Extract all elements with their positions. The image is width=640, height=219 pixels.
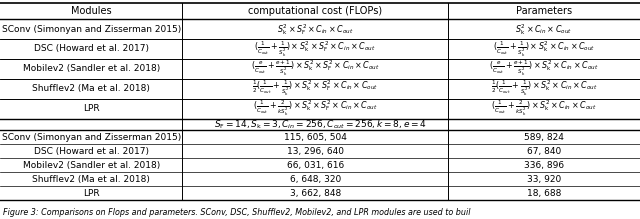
Text: DSC (Howard et al. 2017): DSC (Howard et al. 2017): [34, 147, 148, 156]
Text: SConv (Simonyan and Zisserman 2015): SConv (Simonyan and Zisserman 2015): [1, 25, 181, 34]
Text: $(\frac{1}{C_{out}} + \frac{1}{S_{\mathrm{k}}^2}) \times S_{\mathrm{k}}^2 \times: $(\frac{1}{C_{out}} + \frac{1}{S_{\mathr…: [254, 39, 376, 58]
Text: $(\frac{e}{C_{out}} + \frac{e+1}{S_{\mathrm{k}}^2}) \times S_{\mathrm{k}}^2 \tim: $(\frac{e}{C_{out}} + \frac{e+1}{S_{\mat…: [251, 59, 380, 78]
Text: $(\frac{e}{C_{out}} + \frac{e+1}{S_{\mathrm{k}}^2}) \times S_{\mathrm{k}}^2 \tim: $(\frac{e}{C_{out}} + \frac{e+1}{S_{\mat…: [490, 59, 598, 78]
Text: $(\frac{1}{C_{out}} + \frac{2}{kS_{\mathrm{k}}^2}) \times S_{\mathrm{k}}^2 \time: $(\frac{1}{C_{out}} + \frac{2}{kS_{\math…: [253, 99, 378, 118]
Text: $S_{\mathrm{k}}^2 \times S_{\mathrm{F}}^2 \times C_{in} \times C_{out}$: $S_{\mathrm{k}}^2 \times S_{\mathrm{F}}^…: [277, 22, 353, 37]
Text: $\frac{1}{2}(\frac{1}{C_{out}} + \frac{1}{S_{\mathrm{k}}^2}) \times S_{\mathrm{k: $\frac{1}{2}(\frac{1}{C_{out}} + \frac{1…: [491, 79, 597, 98]
Text: LPR: LPR: [83, 104, 99, 113]
Text: $S_{\mathrm{F}} = 14, S_{\mathrm{k}} = 3, C_{in} = 256, C_{out} = 256, k = 8, e : $S_{\mathrm{F}} = 14, S_{\mathrm{k}} = 3…: [214, 118, 426, 131]
Text: 66, 031, 616: 66, 031, 616: [287, 161, 344, 170]
Text: DSC (Howard et al. 2017): DSC (Howard et al. 2017): [34, 44, 148, 53]
Text: $(\frac{1}{C_{out}} + \frac{2}{kS_{\mathrm{k}}^2}) \times S_{\mathrm{k}}^2 \time: $(\frac{1}{C_{out}} + \frac{2}{kS_{\math…: [492, 99, 596, 118]
Text: LPR: LPR: [83, 189, 99, 198]
Text: computational cost (FLOPs): computational cost (FLOPs): [248, 6, 382, 16]
Text: Figure 3: Comparisons on Flops and parameters. SConv, DSC, Shufflev2, Mobilev2, : Figure 3: Comparisons on Flops and param…: [3, 208, 470, 217]
Text: 18, 688: 18, 688: [527, 189, 561, 198]
Text: 13, 296, 640: 13, 296, 640: [287, 147, 344, 156]
Text: Shufflev2 (Ma et al. 2018): Shufflev2 (Ma et al. 2018): [32, 175, 150, 184]
Text: 115, 605, 504: 115, 605, 504: [284, 133, 347, 142]
Text: Mobilev2 (Sandler et al. 2018): Mobilev2 (Sandler et al. 2018): [22, 161, 160, 170]
Text: 6, 648, 320: 6, 648, 320: [289, 175, 341, 184]
Text: Parameters: Parameters: [516, 6, 572, 16]
Text: 336, 896: 336, 896: [524, 161, 564, 170]
Text: Shufflev2 (Ma et al. 2018): Shufflev2 (Ma et al. 2018): [32, 84, 150, 93]
Text: $S_{\mathrm{k}}^2 \times C_{in} \times C_{out}$: $S_{\mathrm{k}}^2 \times C_{in} \times C…: [515, 22, 573, 37]
Text: 589, 824: 589, 824: [524, 133, 564, 142]
Text: Mobilev2 (Sandler et al. 2018): Mobilev2 (Sandler et al. 2018): [22, 64, 160, 73]
Text: 3, 662, 848: 3, 662, 848: [289, 189, 341, 198]
Text: SConv (Simonyan and Zisserman 2015): SConv (Simonyan and Zisserman 2015): [1, 133, 181, 142]
Text: 33, 920: 33, 920: [527, 175, 561, 184]
Text: Modules: Modules: [71, 6, 111, 16]
Text: $(\frac{1}{C_{out}} + \frac{1}{S_{\mathrm{k}}^2}) \times S_{\mathrm{k}}^2 \times: $(\frac{1}{C_{out}} + \frac{1}{S_{\mathr…: [493, 39, 595, 58]
Text: 67, 840: 67, 840: [527, 147, 561, 156]
Text: $\frac{1}{2}(\frac{1}{C_{out}} + \frac{1}{S_{\mathrm{k}}^2}) \times S_{\mathrm{k: $\frac{1}{2}(\frac{1}{C_{out}} + \frac{1…: [252, 79, 378, 98]
